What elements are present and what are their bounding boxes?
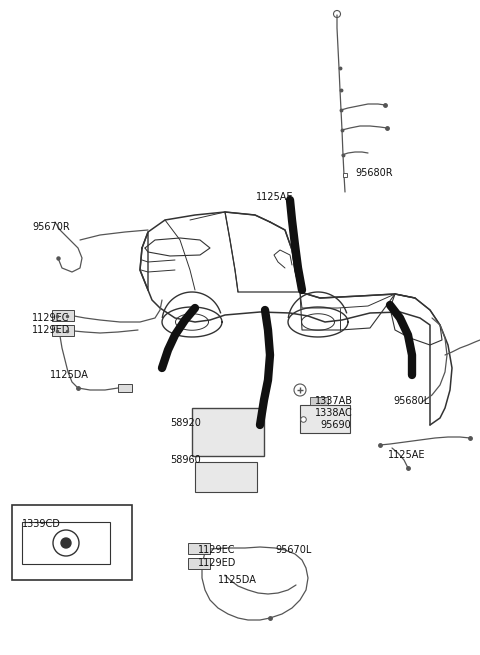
Text: 1129ED: 1129ED	[32, 325, 71, 335]
Bar	[12, 505, 132, 580]
Bar	[52, 325, 74, 336]
Text: 1339CD: 1339CD	[22, 519, 61, 529]
Text: 1129ED: 1129ED	[198, 558, 236, 568]
Text: 1338AC: 1338AC	[315, 408, 353, 418]
Text: 58960: 58960	[170, 455, 201, 465]
Text: 1129EC: 1129EC	[198, 545, 236, 555]
Bar	[192, 408, 264, 456]
Text: 1337AB: 1337AB	[315, 396, 353, 406]
Text: 1125DA: 1125DA	[218, 575, 257, 585]
Bar	[22, 522, 110, 564]
Text: 95680R: 95680R	[355, 168, 393, 178]
Text: 1129EC: 1129EC	[32, 313, 70, 323]
Bar	[310, 397, 328, 405]
Bar	[195, 462, 257, 492]
Text: 95670L: 95670L	[275, 545, 312, 555]
Bar	[52, 310, 74, 321]
Text: 58920: 58920	[170, 418, 201, 428]
Text: 95690: 95690	[320, 420, 351, 430]
Text: 95670R: 95670R	[32, 222, 70, 232]
Text: 1125DA: 1125DA	[50, 370, 89, 380]
Circle shape	[61, 538, 71, 548]
Text: 1125AE: 1125AE	[388, 450, 425, 460]
Bar	[118, 384, 132, 392]
Bar	[300, 405, 350, 433]
Bar	[188, 543, 210, 554]
Bar	[188, 558, 210, 569]
Text: 95680L: 95680L	[393, 396, 429, 406]
Text: 1125AE: 1125AE	[256, 192, 293, 202]
